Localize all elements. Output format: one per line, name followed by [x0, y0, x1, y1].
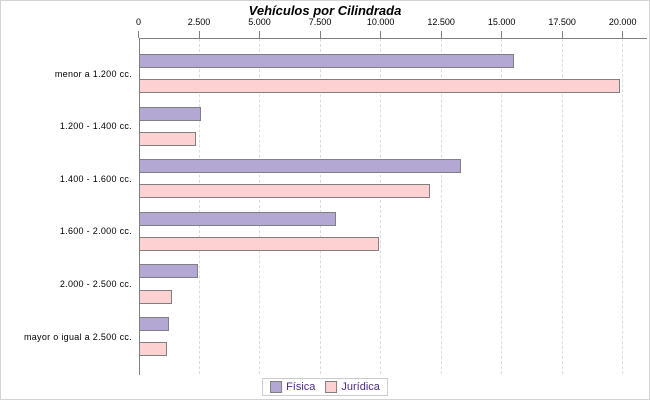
bar-fisica-3 [139, 211, 337, 226]
bar-fisica-2 [139, 159, 461, 174]
bar-fisica-0 [139, 54, 515, 68]
bar-fisica-5 [139, 317, 169, 331]
x-axis-tick-label: 7.500 [308, 17, 332, 27]
x-axis-tick-label: 2.500 [187, 17, 211, 27]
category-label: 1.400 - 1.600 cc. [59, 173, 132, 184]
x-axis-tick-label: 10.000 [366, 17, 395, 27]
x-axis-tick-label: 20.000 [608, 17, 637, 27]
gridline [380, 39, 382, 374]
bar-juridica-3 [139, 237, 379, 251]
bar-juridica-1 [139, 131, 196, 146]
x-axis-tick [259, 31, 261, 38]
legend-label: Física [286, 381, 316, 393]
bar-juridica-5 [139, 342, 167, 357]
x-axis-tick [380, 31, 382, 38]
x-axis-tick [440, 31, 442, 38]
gridline [622, 39, 624, 374]
x-axis-tick-label: 0 [135, 17, 142, 27]
gridline [561, 39, 563, 374]
category-label: menor a 1.200 cc. [54, 68, 132, 79]
y-axis-line [138, 38, 140, 375]
bar-juridica-4 [139, 289, 173, 304]
x-axis-tick [622, 31, 624, 38]
legend-swatch [325, 381, 338, 393]
x-axis-tick-label: 15.000 [487, 17, 516, 27]
category-label: mayor o igual a 2.500 cc. [23, 331, 132, 342]
category-label: 2.000 - 2.500 cc. [59, 279, 132, 289]
bar-fisica-4 [139, 264, 199, 279]
bar-juridica-2 [139, 184, 430, 199]
category-label: 1.600 - 2.000 cc. [59, 226, 132, 237]
legend-swatch [270, 381, 283, 393]
legend-label: Jurídica [341, 381, 380, 393]
gridline [440, 39, 442, 374]
chart-title: Vehículos por Cilindrada [248, 3, 402, 18]
x-axis-tick-label: 5.000 [248, 17, 271, 27]
legend-item: Jurídica [325, 381, 380, 393]
legend: Física Jurídica [262, 378, 388, 396]
gridline [501, 39, 503, 374]
legend-item: Física [270, 381, 315, 393]
x-axis-tick [198, 31, 200, 38]
x-axis-tick [561, 31, 563, 38]
x-axis-line [138, 38, 647, 39]
bar-fisica-1 [139, 106, 201, 121]
x-axis-tick [138, 31, 139, 38]
category-label: 1.200 - 1.400 cc. [59, 121, 132, 132]
x-axis-tick-label: 12.500 [427, 17, 455, 27]
gridline [259, 39, 261, 374]
x-axis-tick [319, 31, 321, 38]
x-axis-tick [501, 31, 503, 38]
x-axis-tick-label: 17.500 [548, 17, 576, 27]
gridline [198, 39, 200, 374]
bar-juridica-0 [139, 79, 620, 94]
gridline [319, 39, 321, 374]
